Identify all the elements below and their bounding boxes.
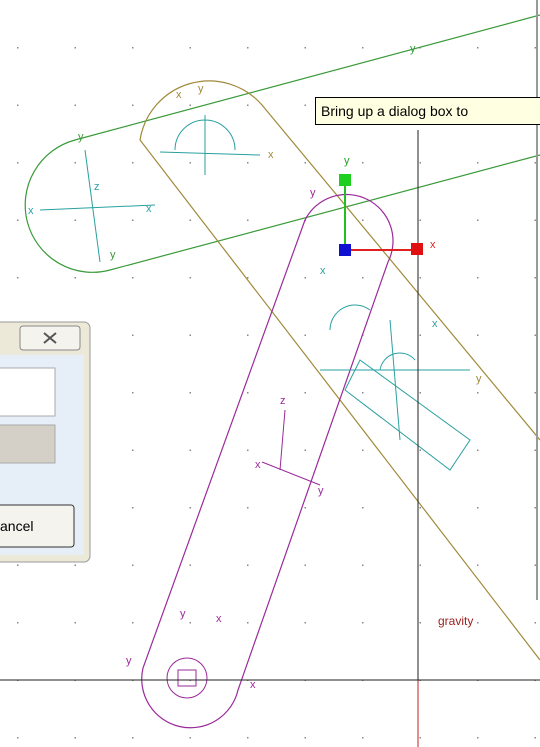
gravity-label: gravity [438,614,473,628]
axis-label: x [430,239,436,251]
axis-label: x [250,679,256,691]
axis-label: y [126,655,132,667]
axis-label: z [94,181,100,193]
axis-label: x [255,459,261,471]
triad [339,174,423,256]
axis-label: y [344,155,350,167]
cancel-button[interactable] [0,504,75,548]
axis-label: z [280,395,286,407]
dialog: ancel [0,321,91,563]
cyan-part [159,115,471,471]
green-triad [39,149,156,263]
tooltip: Bring up a dialog box to [315,97,540,125]
axis-label: y [410,43,416,55]
axis-label: y [198,83,204,95]
axis-label: x [216,613,222,625]
axis-label: x [320,265,326,277]
axis-label: y [110,249,116,261]
axis-label: x [28,205,34,217]
olive-link [139,80,540,661]
axis-label: x [146,203,152,215]
axis-label: x [432,318,438,330]
button-text: ancel [0,518,33,534]
axis-label: y [78,131,84,143]
axis-label: y [476,373,482,385]
purple-markers [166,409,321,699]
axis-label: y [310,187,316,199]
axis-label: x [176,89,182,101]
axis-label: y [180,608,186,620]
axis-label: x [268,149,274,161]
axis-label: y [318,485,324,497]
green-link [24,14,540,273]
tooltip-text: Bring up a dialog box to [321,103,468,119]
